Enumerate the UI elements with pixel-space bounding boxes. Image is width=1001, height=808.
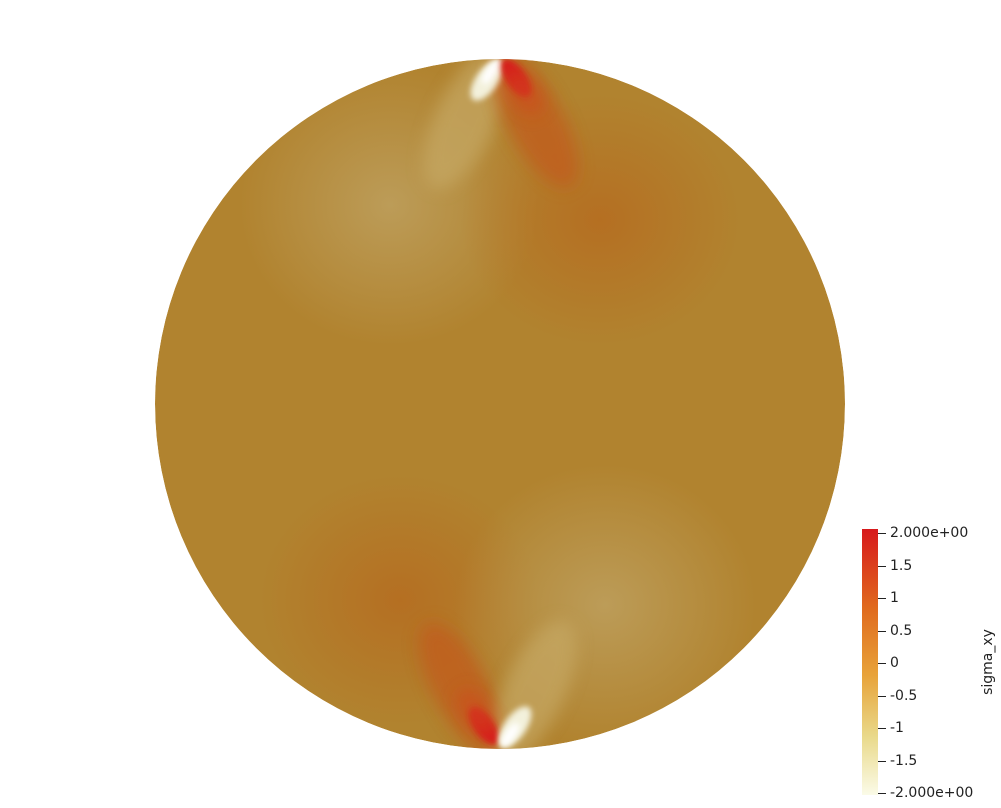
colorbar-tick-mark	[878, 761, 886, 762]
colorbar-tick-mark	[878, 728, 886, 729]
colorbar-tick-label: 0.5	[890, 623, 913, 639]
colorbar-tick-label: -0.5	[890, 688, 918, 704]
hotspot-bottom-negative-core	[500, 723, 520, 747]
hotspot-bottom-positive-halo	[457, 689, 495, 735]
colorbar-tick-label: 2.000e+00	[890, 525, 969, 541]
colorbar-tick-mark	[878, 663, 886, 664]
colorbar	[862, 529, 878, 795]
colorbar-tick-mark	[878, 631, 886, 632]
colorbar-tick-mark	[878, 533, 886, 534]
colorbar-tick-mark	[878, 696, 886, 697]
colorbar-tick-label: -2.000e+00	[890, 785, 974, 801]
colorbar-tick-label: -1	[890, 720, 904, 736]
stress-disc	[155, 59, 845, 749]
colorbar-tick-mark	[878, 598, 886, 599]
colorbar-tick-label: 1.5	[890, 558, 913, 574]
colorbar-tick-mark	[878, 793, 886, 794]
colorbar-tick-label: 1	[890, 590, 899, 606]
colorbar-tick-mark	[878, 566, 886, 567]
colorbar-tick-label: -1.5	[890, 753, 918, 769]
colorbar-tick-label: 0	[890, 655, 899, 671]
colorbar-title: sigma_xy	[980, 629, 996, 695]
colorbar-gradient	[862, 529, 878, 795]
hotspot-top-negative-core	[481, 60, 501, 84]
hotspot-top-positive-halo	[505, 69, 543, 115]
lobe-upper-right	[460, 95, 740, 345]
